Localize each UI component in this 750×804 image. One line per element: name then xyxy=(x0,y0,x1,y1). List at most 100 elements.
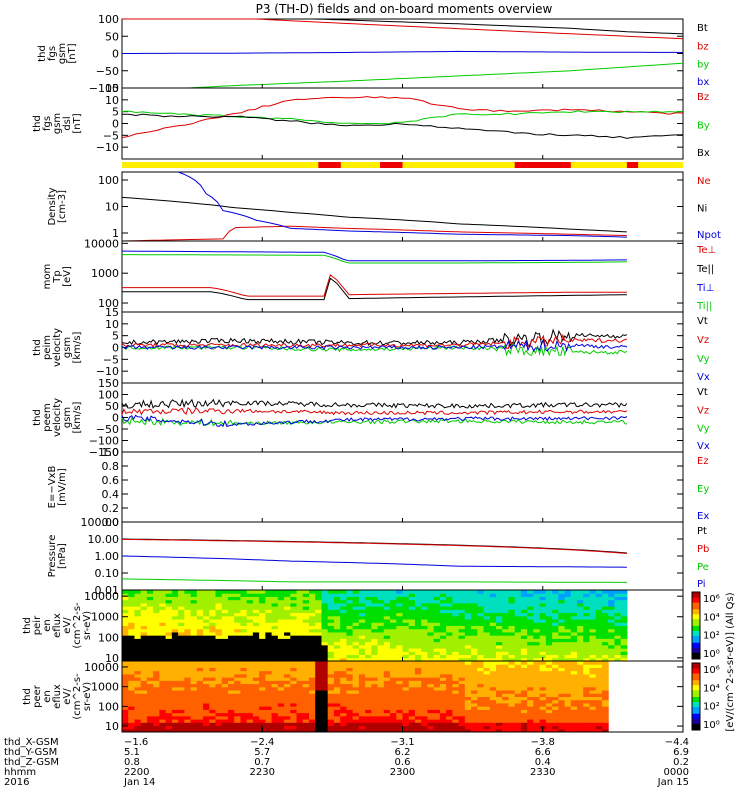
peir-cell xyxy=(533,635,541,639)
peir-cell xyxy=(134,602,142,607)
status-bar-red-2 xyxy=(514,162,571,168)
peir-cell xyxy=(159,628,167,633)
peim-ytick-label: 15 xyxy=(105,306,119,319)
peir-cell xyxy=(377,641,385,646)
peer-cell xyxy=(446,722,453,727)
peer-cell xyxy=(215,683,223,688)
peer-cell xyxy=(446,661,453,665)
peir-cell xyxy=(614,615,622,620)
peir-cell xyxy=(464,635,472,639)
peer-cell xyxy=(246,690,254,694)
peir-cell xyxy=(483,644,491,649)
peir-cell xyxy=(464,615,472,620)
peir-cell xyxy=(577,631,584,636)
peir-cell xyxy=(514,612,522,617)
peer-cell xyxy=(390,667,397,672)
peer-cell xyxy=(433,664,441,668)
peir-cell xyxy=(153,609,160,614)
peer-cell xyxy=(302,719,310,723)
peir-cell xyxy=(327,628,335,633)
peer-cell xyxy=(589,680,597,685)
peer-cell xyxy=(520,661,528,665)
peer-cell xyxy=(296,715,304,720)
peer-cell xyxy=(277,673,285,678)
peer-cell xyxy=(601,699,609,704)
peer-cell xyxy=(408,670,416,675)
peer-cell xyxy=(209,699,216,704)
peer-cell xyxy=(346,686,354,691)
peer-cell xyxy=(496,686,503,691)
peer-cell xyxy=(383,673,391,678)
peer-cell xyxy=(171,677,179,681)
peer-cell xyxy=(246,722,254,727)
peir-cell xyxy=(577,615,584,620)
peer-cell xyxy=(446,664,453,668)
peer-cell xyxy=(477,683,485,688)
peir-cell xyxy=(552,635,559,639)
peir-cell xyxy=(346,622,354,626)
density-legend-0: Ne xyxy=(697,176,711,187)
peir-cell xyxy=(134,599,142,604)
peer-cell xyxy=(539,693,547,697)
peir-cell xyxy=(284,638,291,643)
peir-cell xyxy=(352,622,360,626)
xaxis-value: −3.8 xyxy=(531,737,555,748)
peer-cell xyxy=(390,693,397,697)
peer-cell xyxy=(496,706,503,710)
peir-cell xyxy=(577,638,584,643)
peer-cell xyxy=(446,670,453,675)
peir-cell xyxy=(159,657,167,662)
peir-cell xyxy=(309,619,316,623)
peer-cell xyxy=(458,712,466,717)
peer-cell xyxy=(321,670,329,675)
peer-cell xyxy=(458,680,466,685)
peer-cell xyxy=(383,677,391,681)
peer-cell xyxy=(589,696,597,701)
peir-cell xyxy=(433,628,441,633)
peer-cell xyxy=(302,722,310,727)
peer-cell xyxy=(489,725,497,730)
peir-cell xyxy=(209,606,216,610)
peer-cell xyxy=(271,690,279,694)
peir-cell xyxy=(259,638,266,643)
peer-cell xyxy=(227,673,235,678)
peer-cell xyxy=(601,680,609,685)
colorbar-upper-swatch xyxy=(692,640,700,643)
peir-cell xyxy=(277,644,285,649)
peir-cell xyxy=(577,651,584,656)
peer-cell xyxy=(477,699,485,704)
peer-cell xyxy=(128,677,135,681)
peer-cell xyxy=(246,706,254,710)
xaxis-row-label: thd_X-GSM xyxy=(4,737,59,748)
peer-cell xyxy=(122,722,129,727)
peir-cell xyxy=(471,599,478,604)
peer-cell xyxy=(583,719,590,723)
peer-cell xyxy=(508,722,516,727)
peir-cell xyxy=(346,648,354,652)
peer-cell xyxy=(514,664,522,668)
peir-cell xyxy=(358,602,366,607)
peer-cell xyxy=(134,728,142,733)
peir-cell xyxy=(284,596,291,601)
peer-cell xyxy=(421,680,428,685)
peir-cell xyxy=(446,651,453,656)
peir-cell xyxy=(527,628,534,633)
peer-cell xyxy=(570,709,578,714)
peer-cell xyxy=(496,693,503,697)
peer-cell xyxy=(533,696,541,701)
peer-cell xyxy=(390,677,397,681)
peir-cell xyxy=(309,593,316,597)
peir-cell xyxy=(589,631,597,636)
peer-cell xyxy=(383,699,391,704)
peir-cell xyxy=(446,635,453,639)
peir-cell xyxy=(277,596,285,601)
peir-cell xyxy=(122,609,129,614)
peer-cell xyxy=(464,693,472,697)
peer-cell xyxy=(296,673,304,678)
peir-cell xyxy=(408,648,416,652)
peir-cell xyxy=(589,628,597,633)
peer-cell xyxy=(520,728,528,733)
peer-cell xyxy=(427,664,435,668)
peir-cell xyxy=(589,593,597,597)
peer-cell xyxy=(196,706,204,710)
